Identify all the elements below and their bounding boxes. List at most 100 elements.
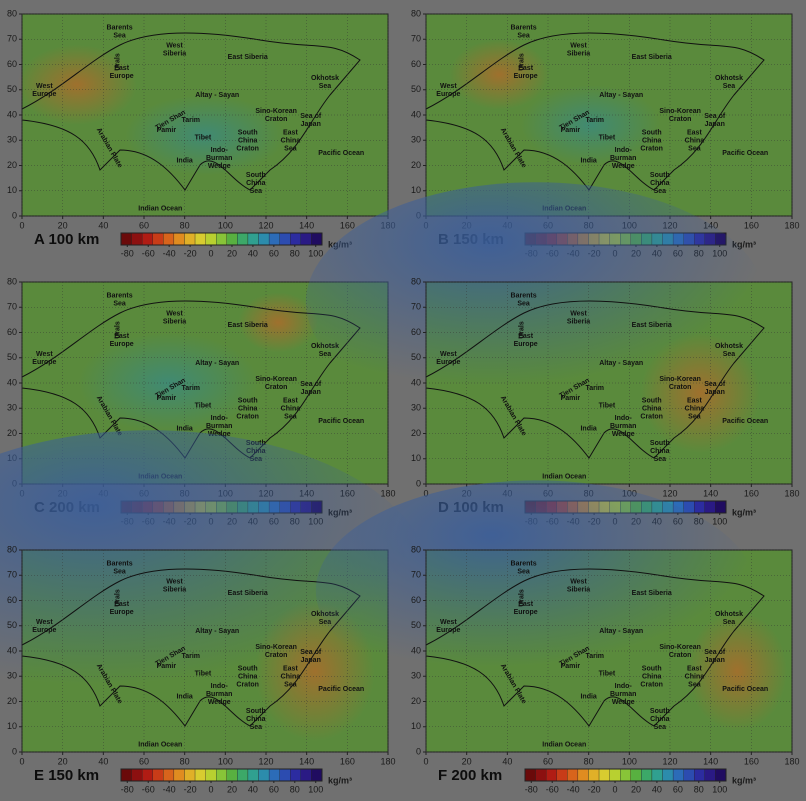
region-label: Sea of Japan: [704, 381, 726, 396]
region-label: India: [176, 157, 192, 164]
region-label: West Europe: [32, 83, 56, 98]
y-tick-label: 80: [411, 544, 421, 554]
y-tick-label: 60: [411, 59, 421, 69]
x-tick-label: 160: [340, 220, 355, 230]
region-label-line: Pamir: [561, 663, 581, 670]
region-label: East Siberia: [632, 322, 672, 329]
region-label: Barents Sea: [511, 25, 537, 40]
region-label: Pamir: [561, 395, 581, 402]
panel-letter: F: [438, 767, 447, 784]
colorbar-cell: [524, 768, 536, 782]
region-label-line: Siberia: [163, 318, 186, 325]
region-label: West Europe: [436, 351, 460, 366]
colorbar-cell: [300, 232, 312, 246]
y-tick-label: 20: [411, 428, 421, 438]
region-label-line: Craton: [236, 145, 259, 152]
colorbar-cell: [163, 232, 175, 246]
region-label-line: Tibet: [599, 671, 616, 678]
region-label: East Siberia: [228, 54, 268, 61]
colorbar-cell: [120, 768, 132, 782]
region-label-line: Urals: [518, 53, 525, 71]
y-tick-label: 0: [12, 210, 17, 220]
colorbar-cell: [620, 768, 631, 782]
region-label-line: India: [580, 157, 596, 164]
region-label-line: Craton: [640, 413, 663, 420]
colorbar-cell: [683, 768, 695, 782]
region-label: Urals: [518, 53, 525, 71]
panel-depth: 100 km: [48, 231, 99, 248]
region-label-line: Sea: [723, 83, 736, 90]
colorbar-cell: [268, 768, 280, 782]
colorbar-cell: [546, 768, 557, 782]
region-label-line: Sino-Korean: [255, 644, 297, 651]
region-label-line: Craton: [236, 681, 259, 688]
region-label-line: Sea: [284, 145, 297, 152]
y-tick-label: 20: [7, 696, 17, 706]
region-label: West Europe: [436, 619, 460, 634]
region-label-line: Okhotsk: [311, 75, 339, 82]
region-label-line: Burman: [610, 423, 636, 430]
y-tick-label: 20: [7, 428, 17, 438]
region-label-line: Europe: [514, 73, 538, 80]
colorbar-cell: [142, 232, 153, 246]
region-label: East Europe: [110, 65, 134, 80]
region-label-line: Sino-Korean: [659, 376, 701, 383]
region-label-line: East: [687, 665, 702, 672]
panel-depth: 150 km: [48, 767, 99, 784]
region-label: East China Sea: [281, 397, 301, 420]
region-label-line: China: [642, 673, 662, 680]
region-label-line: Craton: [265, 116, 288, 123]
region-label: East Siberia: [632, 590, 672, 597]
colorbar-cell: [630, 768, 642, 782]
y-tick-label: 50: [7, 352, 17, 362]
x-tick-label: 0: [423, 756, 428, 766]
region-label-line: Pamir: [157, 127, 177, 134]
colorbar-cell: [290, 768, 301, 782]
region-label: Indian Ocean: [138, 205, 182, 212]
colorbar-cell: [247, 768, 259, 782]
region-label-line: South: [246, 708, 266, 715]
region-label-line: Altay - Sayan: [195, 628, 239, 635]
region-label-line: Burman: [610, 691, 636, 698]
colorbar-tick-label: -40: [163, 248, 176, 258]
colorbar-cell: [556, 768, 568, 782]
region-label-line: South: [642, 665, 662, 672]
region-label: Tarim: [181, 117, 200, 124]
colorbar-tick-label: -60: [546, 784, 559, 794]
colorbar-cell: [194, 768, 206, 782]
colorbar-unit: kg/m³: [328, 775, 352, 785]
colorbar-tick-label: 60: [269, 784, 279, 794]
region-label: Pacific Ocean: [318, 418, 364, 425]
region-label: West Siberia: [163, 578, 186, 593]
x-tick-label: 40: [98, 756, 108, 766]
region-label: Barents Sea: [511, 561, 537, 576]
x-tick-label: 120: [258, 220, 273, 230]
region-label-line: Burman: [206, 155, 232, 162]
region-label: South China Craton: [640, 665, 663, 688]
region-label-line: Sea: [654, 188, 667, 195]
colorbar-tick-label: 0: [613, 784, 618, 794]
colorbar-cell: [152, 768, 164, 782]
panel-label: F 200 km: [438, 767, 502, 784]
region-label-line: Japan: [705, 657, 725, 664]
x-tick-label: 20: [58, 220, 68, 230]
region-label-line: Sea of: [704, 649, 726, 656]
region-label: Pacific Ocean: [722, 150, 768, 157]
x-tick-label: 100: [218, 756, 233, 766]
colorbar-frame: [120, 232, 323, 246]
region-label-line: Sea of: [300, 649, 322, 656]
x-tick-label: 180: [784, 756, 799, 766]
region-label: South China Craton: [236, 129, 259, 152]
x-tick-label: 140: [703, 756, 718, 766]
x-tick-label: 100: [218, 220, 233, 230]
y-tick-label: 80: [7, 544, 17, 554]
region-label-line: Europe: [514, 341, 538, 348]
y-tick-label: 10: [411, 453, 421, 463]
region-label-line: Pamir: [561, 127, 581, 134]
colorbar-tick-label: 0: [209, 784, 214, 794]
region-label: West Siberia: [567, 42, 590, 57]
region-label-line: Siberia: [163, 50, 186, 57]
